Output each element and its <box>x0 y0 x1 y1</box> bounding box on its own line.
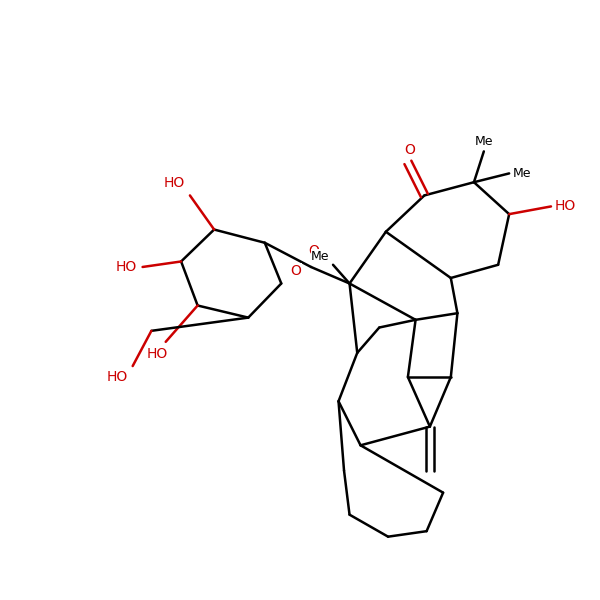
Text: Me: Me <box>512 167 531 180</box>
Text: O: O <box>290 264 301 278</box>
Text: HO: HO <box>163 176 184 190</box>
Text: O: O <box>404 143 416 157</box>
Text: O: O <box>308 244 319 258</box>
Text: HO: HO <box>107 370 128 385</box>
Text: HO: HO <box>146 347 168 361</box>
Text: HO: HO <box>554 199 575 214</box>
Text: Me: Me <box>311 250 330 263</box>
Text: HO: HO <box>116 260 137 274</box>
Text: Me: Me <box>475 135 493 148</box>
